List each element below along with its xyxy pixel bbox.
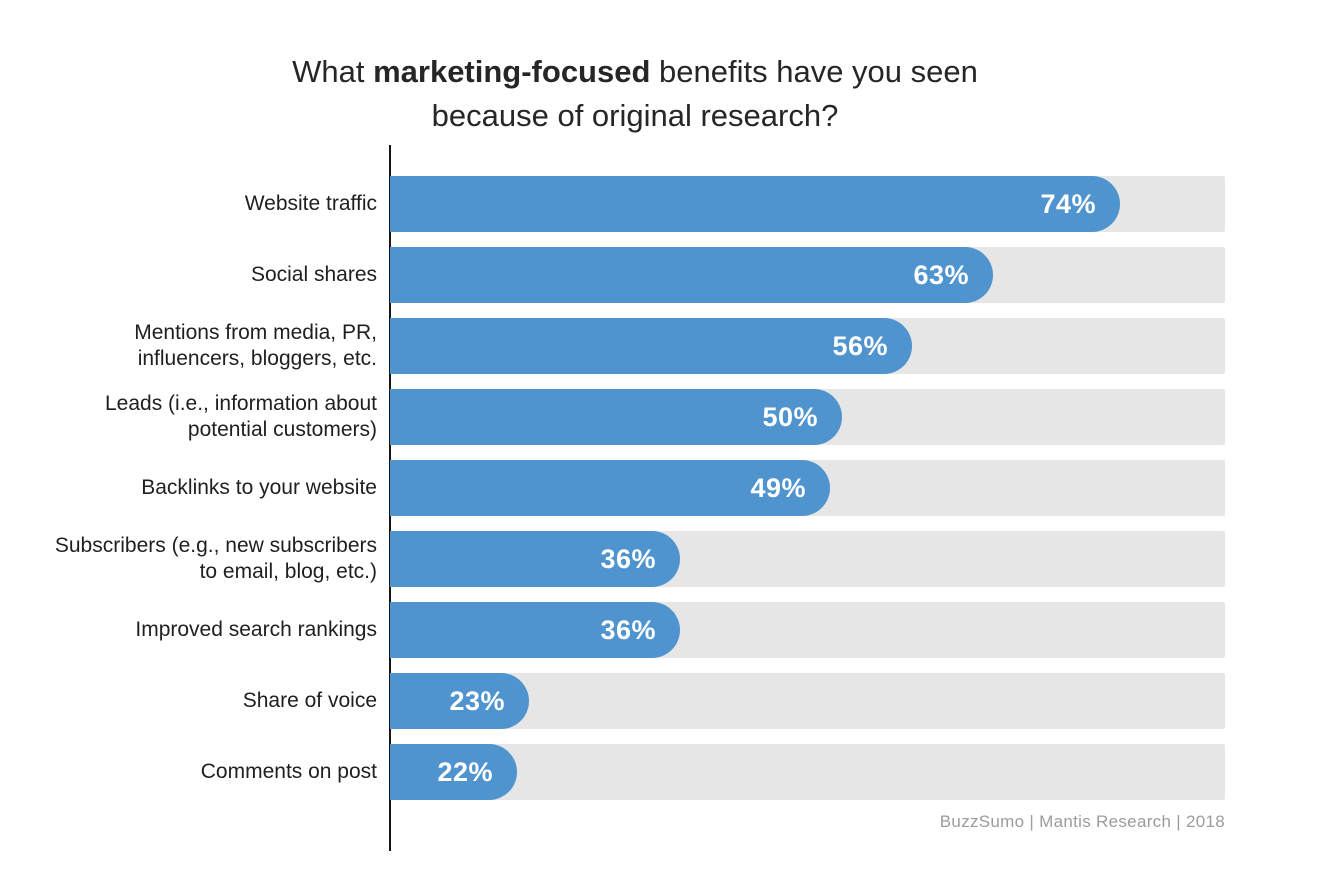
bar-track: 36% <box>390 602 1225 658</box>
bar-value-label: 22% <box>437 756 493 787</box>
bar: 36% <box>390 602 680 658</box>
category-label: Share of voice <box>242 689 377 712</box>
title-bold-text: marketing-focused <box>373 54 651 89</box>
title-text: What <box>292 54 374 89</box>
chart-row: Social shares 63% <box>0 247 1225 303</box>
bar-track: 50% <box>390 389 1225 445</box>
bar-track: 74% <box>390 176 1225 232</box>
bar: 74% <box>390 176 1120 232</box>
chart-row: Mentions from media, PR, influencers, bl… <box>0 318 1225 374</box>
bar-track: 56% <box>390 318 1225 374</box>
chart-row: Improved search rankings 36% <box>0 602 1225 658</box>
bar-value-label: 74% <box>1040 188 1096 219</box>
chart-row: Subscribers (e.g., new subscribers to em… <box>0 531 1225 587</box>
bar: 63% <box>390 247 993 303</box>
bar-value-label: 63% <box>913 259 969 290</box>
bar-value-label: 23% <box>449 685 505 716</box>
category-label: Social shares <box>250 263 377 286</box>
category-label: Website traffic <box>244 192 377 215</box>
category-label: Comments on post <box>200 760 377 783</box>
bar-track: 49% <box>390 460 1225 516</box>
category-label: Mentions from media, PR, influencers, bl… <box>134 321 377 370</box>
chart-row: Backlinks to your website 49% <box>0 460 1225 516</box>
bar: 36% <box>390 531 680 587</box>
bar-track: 22% <box>390 744 1225 800</box>
bar: 56% <box>390 318 912 374</box>
bar-track: 23% <box>390 673 1225 729</box>
bar-value-label: 50% <box>762 401 818 432</box>
chart-row: Comments on post 22% <box>0 744 1225 800</box>
bar: 23% <box>390 673 529 729</box>
bar-value-label: 36% <box>600 614 656 645</box>
bar-value-label: 49% <box>750 472 806 503</box>
chart-row: Website traffic 74% <box>0 176 1225 232</box>
chart-row: Share of voice 23% <box>0 673 1225 729</box>
title-text: benefits have you seen <box>650 54 978 89</box>
bar: 22% <box>390 744 517 800</box>
bar: 49% <box>390 460 830 516</box>
bar-value-label: 36% <box>600 543 656 574</box>
category-label: Subscribers (e.g., new subscribers to em… <box>54 534 377 583</box>
title-line2: because of original research? <box>431 98 839 133</box>
category-label: Improved search rankings <box>135 618 377 641</box>
chart-row: Leads (i.e., information about potential… <box>0 389 1225 445</box>
bar-track: 63% <box>390 247 1225 303</box>
bar: 50% <box>390 389 842 445</box>
bar-track: 36% <box>390 531 1225 587</box>
bar-value-label: 56% <box>832 330 888 361</box>
chart-title: What marketing-focused benefits have you… <box>0 50 1270 138</box>
source-attribution: BuzzSumo | Mantis Research | 2018 <box>939 812 1225 831</box>
category-label: Backlinks to your website <box>141 476 377 499</box>
category-label: Leads (i.e., information about potential… <box>105 392 377 441</box>
chart-rows: Website traffic 74% Social shares 63% Me… <box>0 176 1225 800</box>
